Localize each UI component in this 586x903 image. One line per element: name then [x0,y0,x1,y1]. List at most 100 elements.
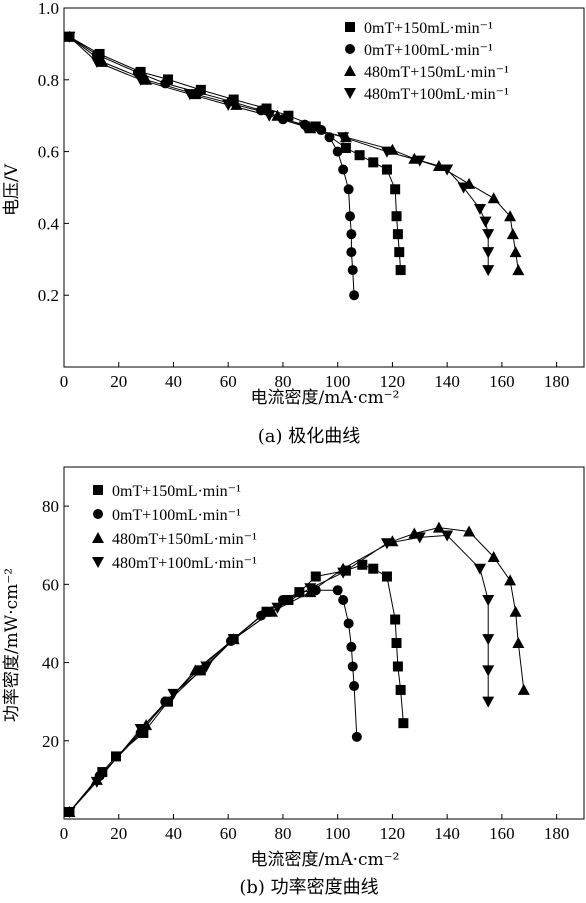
data-point-square [391,211,402,222]
data-point-square [381,571,392,582]
x-tick-label: 120 [380,372,406,391]
legend-marker-triangle-down [344,88,356,99]
data-point-triangle-down [183,89,196,101]
legend-label: 0mT+150mL·min⁻¹ [364,20,493,37]
legend-label: 0mT+100mL·min⁻¹ [364,42,493,59]
y-tick-label: 80 [42,497,59,516]
data-point-triangle-down [263,110,276,122]
legend-marker-triangle-up [344,65,356,76]
data-point-circle [343,184,354,195]
legend-label: 480mT+150mL·min⁻¹ [112,531,257,548]
data-point-square [283,594,294,605]
data-point-circle [345,211,355,222]
x-tick-label: 140 [434,824,460,843]
x-tick-label: 120 [380,824,406,843]
data-point-square [381,164,392,175]
data-point-triangle-up [504,210,517,222]
data-point-triangle-down [134,74,147,86]
plot-area-frame [63,7,585,368]
data-point-triangle-down [482,665,495,677]
data-point-triangle-down [482,634,495,646]
data-point-triangle-up [512,637,525,648]
series-line-2 [69,36,355,296]
data-point-triangle-up [517,683,530,695]
data-point-circle [160,696,171,707]
y-tick-label: 20 [42,732,59,751]
y-tick-label: 60 [42,575,59,594]
data-point-triangle-up [189,88,202,100]
data-point-circle [343,618,354,629]
data-point-triangle-down [482,229,495,241]
data-point-triangle-down [271,602,284,614]
data-point-circle [347,661,358,672]
data-point-square [354,150,365,161]
data-point-triangle-up [512,264,525,276]
data-point-circle [338,164,349,175]
data-point-circle [346,247,357,258]
data-point-circle [351,731,362,742]
x-axis-label: 电流密度/mA·cm⁻² [251,850,400,870]
data-point-triangle-down [457,182,470,194]
data-point-circle [256,105,267,116]
data-point-circle [160,78,171,89]
legend-label: 480mT+150mL·min⁻¹ [364,64,509,81]
data-point-triangle-down [227,634,240,646]
data-point-triangle-down [380,538,393,550]
legend: 0mT+150mL·min⁻¹ 0mT+100mL·min⁻¹ 480mT+150m… [344,20,509,103]
data-point-circle [349,681,360,692]
data-point-square [310,121,321,132]
data-point-triangle-down [474,563,486,575]
series-line-2 [69,589,358,813]
legend-marker-circle [93,509,103,519]
data-point-square [261,606,272,617]
x-tick-label: 80 [274,372,291,391]
data-point-triangle-up [487,550,500,562]
x-tick-label: 100 [325,372,351,391]
data-point-triangle-up [230,98,243,110]
data-point-square [390,184,401,195]
data-point-circle [256,610,267,621]
data-point-triangle-up [266,605,278,617]
legend-label: 0mT+150mL·min⁻¹ [112,483,241,500]
series-markers [63,30,525,301]
data-point-triangle-up [504,574,517,586]
x-tick-label: 40 [165,824,182,843]
y-axis-label: 功率密度/mW·cm⁻² [2,568,22,722]
data-point-square [357,559,368,570]
legend-marker-circle [345,44,355,54]
data-point-circle [324,132,335,143]
data-point-square [394,247,405,258]
data-point-square [395,684,406,695]
legend-marker-triangle-up [92,532,104,543]
y-tick-label: 0.4 [38,214,60,233]
x-tick-label: 100 [325,824,351,843]
legend-label: 0mT+100mL·min⁻¹ [112,507,241,524]
data-point-triangle-down [441,164,454,176]
legend-marker-triangle-down [92,557,104,568]
data-point-square [391,638,402,648]
y-tick-label: 0.2 [38,286,59,305]
data-point-square [310,571,321,582]
x-tick-label: 60 [220,372,237,391]
data-point-square [395,265,406,276]
series-markers [63,521,530,818]
data-point-circle [346,641,357,652]
x-tick-label: 20 [110,824,127,843]
data-point-square [283,110,294,121]
data-point-triangle-down [304,583,317,595]
power-density-chart: 0 20 40 60 80 100 120 140 160 180 20 40 60 80 0mT+150… [2,466,585,898]
y-tick-label: 1.0 [38,0,59,18]
data-point-circle [349,290,360,301]
y-tick-label: 0.8 [38,71,59,90]
data-point-circle [316,125,327,136]
axis-ticks: 0 20 40 60 80 100 120 140 160 180 20 40 60 80 [42,497,569,843]
data-point-triangle-down [380,146,393,158]
data-point-triangle-up [189,664,202,676]
x-tick-label: 140 [434,372,460,391]
x-axis-label: 电流密度/mA·cm⁻² [251,388,400,408]
data-point-triangle-down [479,216,492,228]
data-point-triangle-up [271,109,284,121]
data-point-triangle-down [413,155,426,167]
data-point-triangle-down [167,688,180,700]
legend-marker-square [345,22,355,32]
